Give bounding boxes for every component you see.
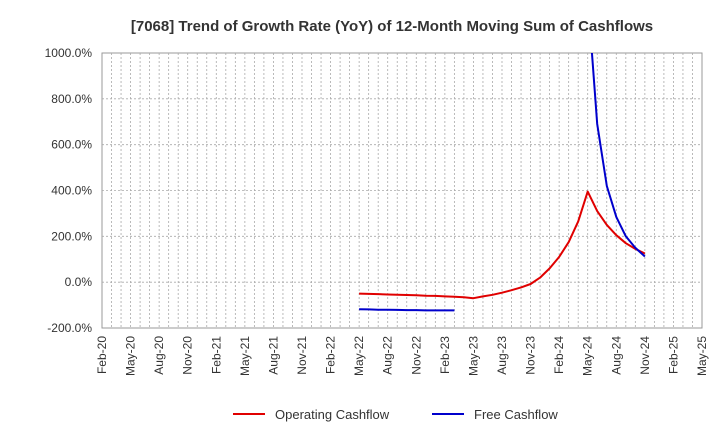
y-tick-label: 600.0% [51,138,92,152]
chart-title: [7068] Trend of Growth Rate (YoY) of 12-… [131,18,653,35]
free-cashflow-line [359,308,455,312]
y-tick-label: -200.0% [47,321,92,335]
x-tick-label: Nov-23 [524,336,538,375]
x-tick-label: Feb-20 [95,336,109,374]
x-tick-label: Aug-22 [381,336,395,375]
x-tick-label: Nov-20 [181,336,195,375]
x-tick-label: Nov-21 [295,336,309,375]
legend: Operating Cashflow Free Cashflow [233,407,558,422]
y-tick-label: 200.0% [51,229,92,243]
x-tick-label: Aug-23 [495,336,509,375]
x-tick-label: Feb-24 [552,336,566,374]
x-tick-label: Aug-21 [266,336,280,375]
x-tick-label: Aug-24 [609,336,623,375]
x-tick-label: Nov-24 [638,336,652,375]
legend-label-operating-cashflow: Operating Cashflow [275,407,390,422]
x-tick-label: May-23 [466,336,480,376]
x-tick-label: May-25 [695,336,709,376]
legend-label-free-cashflow: Free Cashflow [474,407,558,422]
x-tick-label: Nov-22 [409,336,423,375]
x-tick-label: Feb-23 [438,336,452,374]
x-tick-label: Aug-20 [152,336,166,375]
x-tick-label: May-21 [238,336,252,376]
y-tick-label: 1000.0% [45,46,93,60]
series-lines [359,53,646,312]
y-axis: 1000.0% 800.0% 600.0% 400.0% 200.0% 0.0% -200.… [45,46,93,335]
x-tick-label: May-22 [352,336,366,376]
x-tick-label: May-24 [581,336,595,376]
operating-cashflow-line [359,190,646,300]
x-tick-label: Feb-21 [209,336,223,374]
free-cashflow-line [590,53,646,258]
x-tick-label: May-20 [124,336,138,376]
x-tick-label: Feb-22 [324,336,338,374]
y-tick-label: 0.0% [65,275,93,289]
x-tick-label: Feb-25 [666,336,680,374]
y-tick-label: 400.0% [51,184,92,198]
y-tick-label: 800.0% [51,92,92,106]
grid [102,53,702,328]
x-axis: Feb-20 May-20 Aug-20 Nov-20 Feb-21 May-21 Aug-… [95,336,709,376]
